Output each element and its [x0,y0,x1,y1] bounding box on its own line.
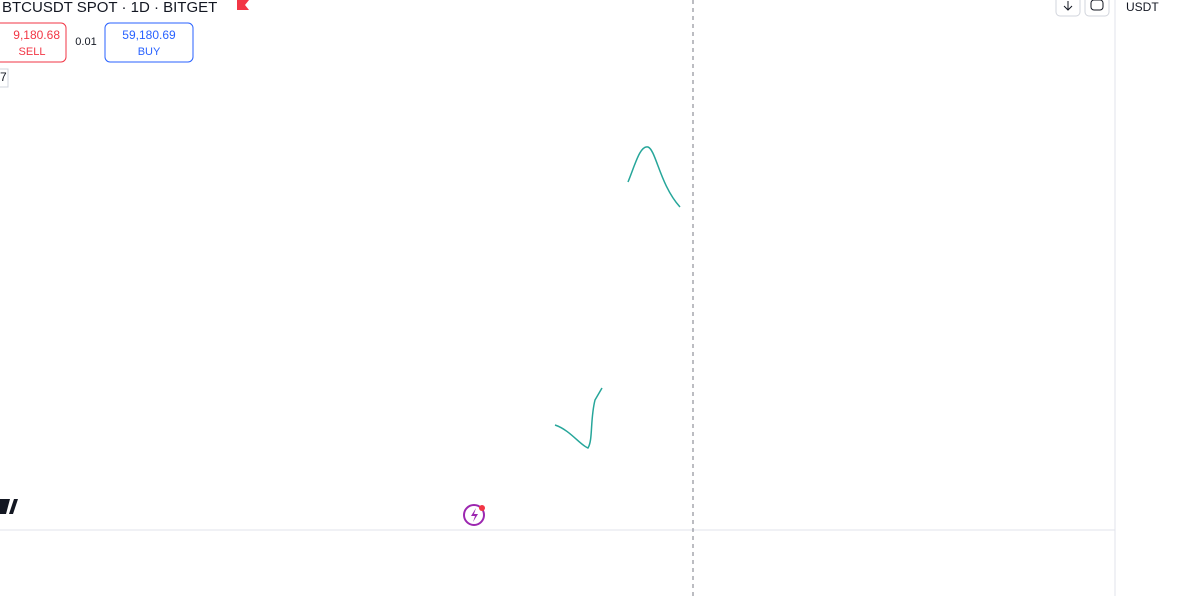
symbol: BTCUSDT SPOT · 1D · BITGET [2,0,217,16]
qty-box[interactable] [70,32,102,52]
fullscreen-button[interactable] [1084,0,1110,17]
arrow-icon [1063,1,1073,11]
flag-icon [237,0,249,10]
qty: 0.01 [75,36,96,48]
side-box [0,68,9,88]
currency-box[interactable] [1116,0,1200,18]
buy-button[interactable] [104,22,194,63]
sell-button[interactable] [0,22,67,63]
side-label: 7 [0,70,7,84]
buy-label: BUY [138,46,161,58]
box-icon [1090,0,1104,11]
drawing [554,387,603,449]
logo [0,499,18,514]
drawing [627,146,681,208]
badge [479,505,485,511]
sell-price: 9,180.68 [13,28,60,42]
sell-label: SELL [19,46,46,58]
bolt [471,508,478,522]
currency: USDT [1126,0,1159,14]
buy-price: 59,180.69 [122,28,176,42]
